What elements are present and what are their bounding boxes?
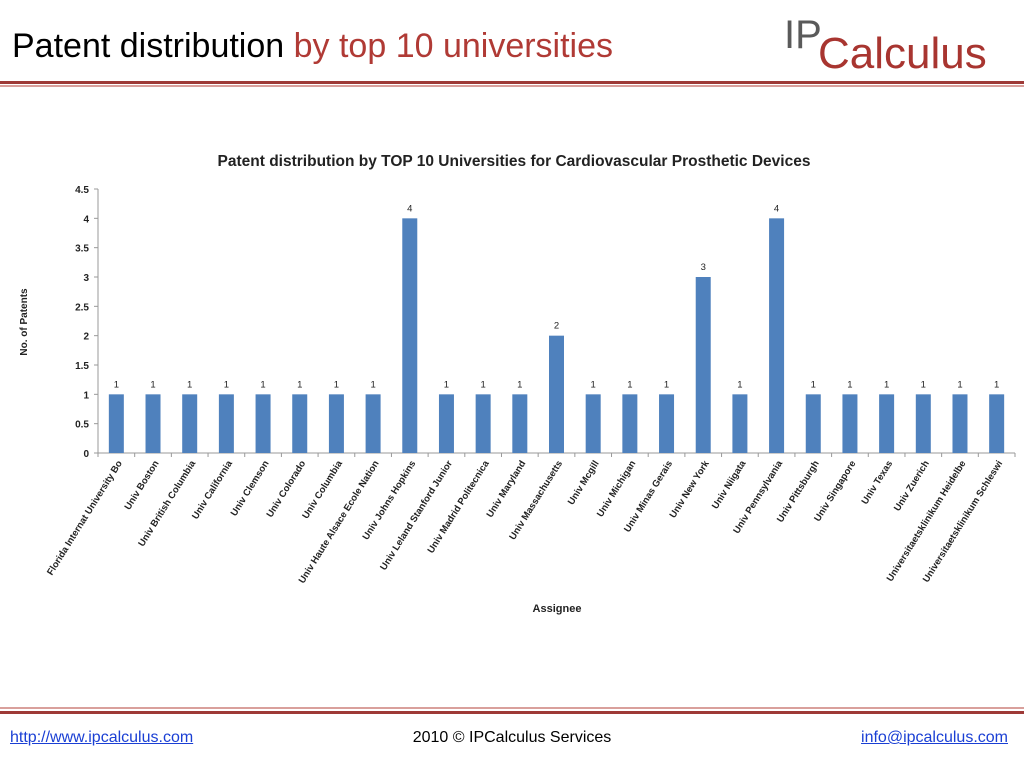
x-tick-label: Univ Colorado [265,459,309,520]
data-label: 1 [444,379,449,390]
data-label: 1 [994,379,999,390]
bar [512,394,528,453]
x-tick-label: Univ Zuerich [892,459,932,514]
x-tick-label: Univ Madrid Politecnica [426,458,492,555]
bar-chart: Patent distribution by TOP 10 Universiti… [19,153,1016,615]
y-tick-label: 1.5 [75,361,89,372]
x-tick-label: Univ Niigata [710,458,749,511]
y-tick-label: 1 [83,390,89,401]
bar [438,394,454,453]
data-label: 1 [334,379,339,390]
footer-divider [0,711,1024,714]
data-label: 1 [370,379,375,390]
logo-calculus-text: Calculus [818,29,987,76]
data-label: 1 [297,379,302,390]
x-tick-label: Univ Texas [860,459,896,507]
data-label: 1 [517,379,522,390]
page-title-main: Patent distribution [12,27,285,65]
logo-ip-text: IP [784,13,822,57]
bar [879,394,895,453]
bar [108,394,124,453]
chart-y-axis: 0 0.5 1 1.5 2 2.5 3 3.5 4 4.5 [75,185,99,460]
data-label: 1 [114,379,119,390]
page-title: Patent distribution by top 10 universiti… [12,24,613,68]
data-label: 1 [847,379,852,390]
data-label: 1 [187,379,192,390]
bar [292,394,308,453]
bar [182,394,198,453]
bar [952,394,968,453]
footer-divider-light [0,707,1024,709]
data-label: 1 [627,379,632,390]
bar [365,394,381,453]
header-divider-light [0,85,1024,87]
y-tick-label: 2.5 [75,302,89,313]
bar [842,394,858,453]
data-label: 1 [260,379,265,390]
data-label: 1 [664,379,669,390]
y-tick-label: 4.5 [75,185,89,196]
x-tick-label: Univ Boston [123,459,162,512]
bar [255,394,271,453]
y-tick-label: 0.5 [75,420,89,431]
data-label: 1 [737,379,742,390]
chart-x-axis-label: Assignee [533,603,582,615]
ipcalculus-logo: IP Calculus [784,13,987,76]
y-tick-label: 2 [83,332,89,343]
bar [695,277,711,453]
copyright-text: 2010 © IPCalculus Services [412,729,612,746]
y-tick-label: 0 [83,449,89,460]
page-title-highlight: by top 10 universities [293,27,614,65]
email-link[interactable]: info@ipcalculus.com [861,729,1008,746]
data-label: 1 [150,379,155,390]
bar [549,335,564,453]
data-label: 1 [224,379,229,390]
chart-y-axis-label: No. of Patents [19,288,30,356]
y-tick-label: 3 [83,273,89,284]
bar [915,394,931,453]
data-label: 1 [480,379,485,390]
data-label: 1 [921,379,926,390]
bar [989,394,1005,453]
bar [805,394,821,453]
bar [475,394,491,453]
chart-title: Patent distribution by TOP 10 Universiti… [218,153,811,170]
bar [218,394,234,453]
data-label: 3 [701,262,706,273]
y-tick-label: 4 [83,214,89,225]
bar [732,394,748,453]
x-tick-label: Univ New York [668,458,712,520]
x-tick-label: Universitaetsklinikum Schleswi [921,459,1005,585]
header-divider [0,81,1024,84]
data-label: 1 [811,379,816,390]
bar [659,394,675,453]
bar [622,394,638,453]
chart-data-labels: 1 1 1 1 1 1 1 1 4 1 1 1 2 1 1 1 3 1 4 1 1 1 1 1 1 [114,203,1000,390]
x-tick-label: Florida Internat University Bo [45,459,125,578]
x-tick-label: Univ Clemson [229,459,272,519]
data-label: 1 [884,379,889,390]
data-label: 1 [591,379,596,390]
data-label: 1 [957,379,962,390]
bar [402,218,418,453]
x-tick-label: Univ Michigan [595,459,639,520]
data-label: 2 [554,321,559,332]
bar [328,394,344,453]
chart-bars [108,218,1005,453]
chart-x-axis [97,452,1016,457]
data-label: 4 [407,203,412,214]
x-tick-label: Univ Maryland [485,459,529,520]
bar [585,394,601,453]
website-link[interactable]: http://www.ipcalculus.com [10,729,194,746]
data-label: 4 [774,203,779,214]
x-tick-label: Univ Leland Stanford Junior [378,459,455,573]
y-tick-label: 3.5 [75,244,89,255]
x-tick-label: Univ Mcgill [566,459,602,507]
bar [145,394,161,453]
bar [769,218,785,453]
